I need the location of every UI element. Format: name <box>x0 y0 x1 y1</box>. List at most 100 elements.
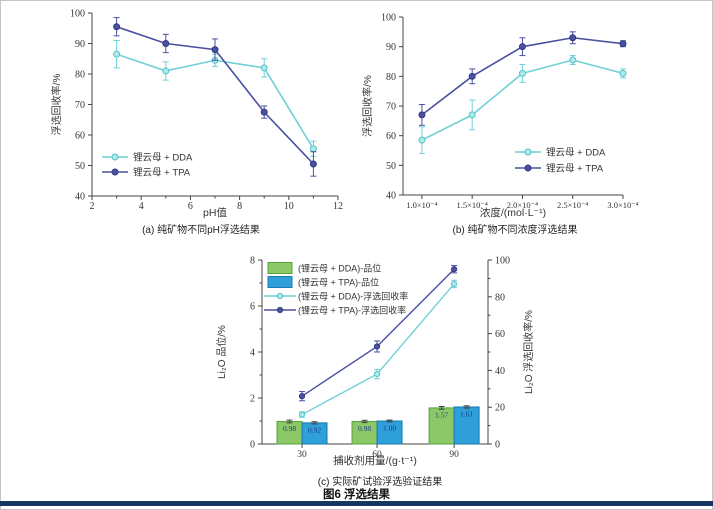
right-y-axis-label: Li₂O 浮选回收率/% <box>522 310 535 394</box>
tick-label: 10 <box>284 201 294 212</box>
tick-label: 60 <box>386 131 396 142</box>
tick-label: 100 <box>495 256 510 267</box>
tick-label: 1.0×10⁻⁴ <box>406 200 437 210</box>
series-锂云母 + TPA <box>418 31 627 126</box>
left-y-axis-label: Li₂O 品位/% <box>215 325 228 379</box>
tick-label: 90 <box>449 450 459 460</box>
tick-label: 1.5×10⁻⁴ <box>457 200 488 210</box>
legend-label: 锂云母 + DDA <box>133 152 193 164</box>
line-series-(锂云母 + TPA)-浮选回收率 <box>298 265 458 402</box>
data-point <box>162 67 170 75</box>
data-point <box>373 370 381 378</box>
tick-label: 60 <box>75 131 85 142</box>
caption-chart-b: (b) 纯矿物不同浓度浮选结果 <box>452 225 578 236</box>
tick-label: 4 <box>139 201 144 212</box>
bar-value-label: 1.00 <box>383 424 396 433</box>
tick-label: 30 <box>297 450 307 460</box>
tick-label: 40 <box>386 191 396 202</box>
legend-label: (锂云母 + DDA)-品位 <box>298 263 381 274</box>
data-point <box>418 136 426 144</box>
legend-label: 锂云母 + TPA <box>546 163 604 175</box>
legend-label: (锂云母 + TPA)-品位 <box>298 277 379 288</box>
tick-label: 80 <box>495 292 505 303</box>
tick-label: 4 <box>250 348 255 359</box>
tick-label: 100 <box>381 13 396 24</box>
tick-label: 100 <box>70 9 85 20</box>
tick-label: 50 <box>386 161 396 172</box>
tick-label: 90 <box>386 42 396 53</box>
tick-label: 60 <box>372 450 382 460</box>
figure-caption: 图6 浮选结果 <box>322 489 391 501</box>
data-point <box>619 69 627 77</box>
y-axis-label: 浮选回收率/% <box>50 74 63 136</box>
x-axis-label: 捕收剂用量/(g·t⁻¹) <box>333 454 417 467</box>
tick-label: 20 <box>495 403 505 414</box>
data-point <box>451 266 458 273</box>
data-point <box>298 411 306 418</box>
data-point <box>309 145 317 153</box>
data-point <box>418 111 426 119</box>
line-series-(锂云母 + DDA)-浮选回收率 <box>298 279 458 418</box>
data-point <box>619 40 627 48</box>
axes <box>91 13 338 197</box>
tick-label: 2.0×10⁻⁴ <box>507 200 538 210</box>
data-point <box>468 111 476 119</box>
bottom-divider <box>0 501 713 506</box>
data-point <box>518 43 526 51</box>
tick-label: 40 <box>75 192 85 203</box>
tick-label: 40 <box>495 366 505 377</box>
data-point <box>569 34 577 42</box>
data-point <box>211 46 219 54</box>
tick-label: 12 <box>333 201 343 212</box>
tick-label: 8 <box>250 256 255 267</box>
legend-label: (锂云母 + TPA)-浮选回收率 <box>298 305 406 316</box>
tick-label: 3.0×10⁻⁴ <box>607 200 638 210</box>
legend-label: 锂云母 + TPA <box>133 167 191 179</box>
x-axis-label: 浓度/(mol·L⁻¹) <box>480 206 546 219</box>
data-point <box>309 160 317 168</box>
legend-label: 锂云母 + DDA <box>546 147 606 159</box>
caption-chart-a: (a) 纯矿物不同pH浮选结果 <box>142 225 260 236</box>
tick-label: 70 <box>386 102 396 113</box>
chart-b-concentration-flotation: 1.0×10⁻⁴ 1.5×10⁻⁴ 2.0×10⁻⁴ 2.5×10⁻⁴ 3.0×10⁻⁴… <box>361 13 639 220</box>
data-point <box>260 108 268 116</box>
data-point <box>162 40 170 47</box>
tick-label: 2 <box>90 201 95 212</box>
bar-value-label: 1.61 <box>460 409 473 418</box>
data-point <box>113 50 121 58</box>
x-axis-label: pH值 <box>203 206 227 219</box>
data-point <box>113 23 121 31</box>
caption-chart-c: (c) 实际矿试验浮选验证结果 <box>317 477 443 488</box>
axes <box>402 17 623 196</box>
data-point <box>569 56 577 64</box>
tick-label: 60 <box>495 329 505 340</box>
tick-label: 8 <box>237 201 242 212</box>
tick-label: 6 <box>250 302 255 313</box>
data-point <box>468 72 476 80</box>
bar-series-(锂云母 + TPA)-品位: 0.92 1.00 1.61 <box>301 405 480 445</box>
tick-label: 80 <box>75 70 85 81</box>
data-point <box>518 69 526 77</box>
grade-bar <box>453 406 480 445</box>
bar-series-(锂云母 + DDA)-品位: 0.98 0.98 1.57 <box>276 406 455 445</box>
tick-label: 80 <box>386 72 396 83</box>
data-point <box>373 343 381 350</box>
data-point <box>451 280 458 288</box>
tick-label: 50 <box>75 161 85 172</box>
series-锂云母 + DDA <box>418 55 627 154</box>
tick-label: 0 <box>495 440 500 451</box>
bar-value-label: 0.98 <box>283 424 296 433</box>
series-锂云母 + TPA <box>113 17 317 177</box>
chart-a-ph-flotation: 2 4 6 8 10 12 40 50 60 70 80 90 100 浮选回收率/% pH值 锂云母 + D… <box>50 9 343 220</box>
tick-label: 6 <box>188 201 193 212</box>
y-axis-label: 浮选回收率/% <box>361 75 374 137</box>
tick-label: 0 <box>250 440 255 451</box>
tick-label: 2.5×10⁻⁴ <box>557 200 588 210</box>
bar-value-label: 1.57 <box>435 410 448 419</box>
data-point <box>298 393 306 400</box>
bar-value-label: 0.92 <box>308 425 321 434</box>
bar-value-label: 0.98 <box>358 424 371 433</box>
tick-label: 2 <box>250 394 255 405</box>
